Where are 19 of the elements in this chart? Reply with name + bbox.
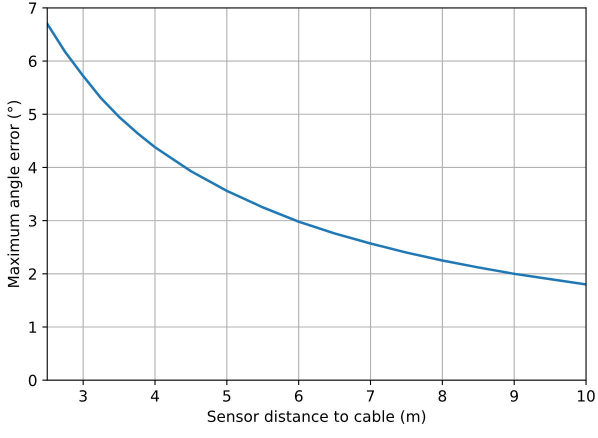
x-tick-label: 6 [294, 390, 303, 402]
x-tick-label: 10 [578, 390, 595, 402]
y-tick-label: 2 [28, 268, 36, 280]
x-axis-title: Sensor distance to cable (m) [208, 410, 426, 424]
y-tick-label: 1 [29, 322, 36, 333]
x-tick-label: 9 [510, 390, 518, 402]
x-tick-label: 7 [366, 390, 374, 402]
y-axis-title: Maximum angle error (°) [7, 100, 22, 287]
y-tick-label: 7 [29, 2, 36, 14]
y-tick-label: 3 [28, 215, 36, 227]
x-tick-label: 4 [150, 390, 160, 402]
y-tick-label: 0 [28, 374, 37, 386]
y-tick-label: 5 [28, 108, 36, 120]
y-tick-label: 6 [28, 56, 37, 68]
y-tick-label: 4 [28, 162, 37, 174]
x-tick-label: 8 [438, 390, 446, 402]
x-tick-label: 5 [223, 390, 230, 402]
x-tick-label: 3 [79, 390, 87, 402]
line-series [47, 22, 586, 286]
